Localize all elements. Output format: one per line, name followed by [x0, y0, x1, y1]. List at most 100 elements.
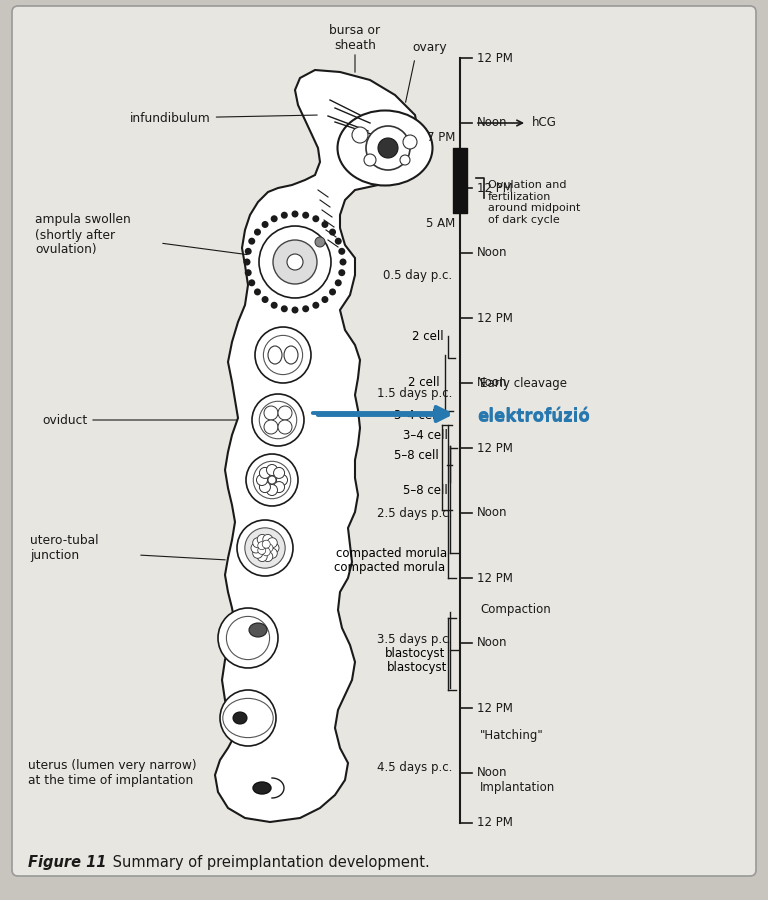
Circle shape: [329, 288, 336, 295]
Circle shape: [292, 211, 299, 218]
Circle shape: [364, 154, 376, 166]
Circle shape: [260, 401, 296, 438]
Text: Early cleavage: Early cleavage: [480, 376, 567, 390]
Circle shape: [257, 552, 267, 562]
Ellipse shape: [284, 346, 298, 364]
Text: Noon: Noon: [477, 247, 508, 259]
Circle shape: [273, 467, 285, 479]
Circle shape: [257, 535, 267, 544]
Circle shape: [245, 527, 285, 568]
Circle shape: [292, 307, 299, 313]
Circle shape: [267, 548, 277, 558]
Text: Noon: Noon: [477, 767, 508, 779]
Text: Noon: Noon: [477, 116, 508, 130]
Circle shape: [281, 212, 288, 219]
Circle shape: [278, 420, 292, 434]
Circle shape: [287, 254, 303, 270]
Text: 12 PM: 12 PM: [477, 51, 513, 65]
Text: 5 AM: 5 AM: [425, 217, 455, 230]
Circle shape: [335, 238, 342, 245]
Circle shape: [366, 126, 410, 170]
Circle shape: [218, 608, 278, 668]
Circle shape: [266, 484, 277, 496]
Circle shape: [253, 462, 291, 499]
Circle shape: [258, 542, 266, 550]
Text: Summary of preimplantation development.: Summary of preimplantation development.: [108, 854, 430, 869]
Text: Implantation: Implantation: [480, 781, 555, 795]
Text: bursa or
sheath: bursa or sheath: [329, 24, 381, 52]
Circle shape: [220, 690, 276, 746]
Circle shape: [302, 305, 310, 312]
Text: compacted morula: compacted morula: [336, 546, 447, 560]
Circle shape: [352, 127, 368, 143]
Circle shape: [253, 548, 263, 558]
Circle shape: [254, 288, 261, 295]
Circle shape: [245, 269, 252, 276]
Circle shape: [245, 248, 252, 255]
Text: blastocyst: blastocyst: [386, 662, 447, 674]
Text: 12 PM: 12 PM: [477, 442, 513, 454]
Text: ampula swollen
(shortly after
ovulation): ampula swollen (shortly after ovulation): [35, 213, 131, 256]
Circle shape: [335, 279, 342, 286]
Text: Compaction: Compaction: [480, 604, 551, 617]
Circle shape: [278, 406, 292, 420]
Circle shape: [338, 269, 346, 276]
Text: Figure 11: Figure 11: [28, 854, 107, 869]
Circle shape: [338, 248, 346, 255]
Circle shape: [253, 537, 263, 548]
Circle shape: [262, 548, 270, 556]
Circle shape: [257, 474, 267, 485]
Text: 3–4 cell: 3–4 cell: [394, 409, 439, 422]
Circle shape: [260, 482, 270, 492]
Circle shape: [262, 221, 269, 228]
Text: infundibulum: infundibulum: [130, 112, 317, 124]
Circle shape: [273, 482, 285, 492]
Ellipse shape: [223, 698, 273, 738]
Text: blastocyst: blastocyst: [385, 647, 445, 661]
Circle shape: [267, 537, 277, 548]
Circle shape: [259, 226, 331, 298]
Circle shape: [227, 616, 270, 660]
Text: elektrofúzió: elektrofúzió: [477, 407, 590, 425]
Text: 12 PM: 12 PM: [477, 572, 513, 584]
Circle shape: [243, 258, 250, 265]
Circle shape: [315, 237, 325, 247]
Circle shape: [281, 305, 288, 312]
Circle shape: [400, 155, 410, 165]
Text: compacted morula: compacted morula: [334, 562, 445, 574]
Circle shape: [260, 467, 270, 479]
Circle shape: [313, 215, 319, 222]
Ellipse shape: [337, 111, 432, 185]
Circle shape: [251, 543, 261, 553]
Circle shape: [258, 546, 266, 554]
Circle shape: [276, 474, 287, 485]
Text: 1.5 days p.c.: 1.5 days p.c.: [376, 386, 452, 400]
Text: 5–8 cell: 5–8 cell: [394, 449, 439, 462]
Circle shape: [262, 296, 269, 303]
Circle shape: [273, 240, 317, 284]
Text: Noon: Noon: [477, 636, 508, 650]
Circle shape: [248, 279, 255, 286]
Ellipse shape: [268, 346, 282, 364]
Circle shape: [263, 552, 273, 562]
Text: 5–8 cell: 5–8 cell: [403, 484, 448, 497]
Text: 7 PM: 7 PM: [427, 131, 455, 144]
Text: 12 PM: 12 PM: [477, 701, 513, 715]
Text: 12 PM: 12 PM: [477, 182, 513, 194]
Circle shape: [265, 544, 273, 552]
Text: 12 PM: 12 PM: [477, 816, 513, 830]
Circle shape: [302, 212, 310, 219]
Text: uterus (lumen very narrow)
at the time of implantation: uterus (lumen very narrow) at the time o…: [28, 759, 197, 787]
Text: 12 PM: 12 PM: [477, 311, 513, 325]
Text: 2 cell: 2 cell: [409, 376, 440, 390]
Circle shape: [264, 420, 278, 434]
Text: 4.5 days p.c.: 4.5 days p.c.: [376, 761, 452, 775]
Circle shape: [262, 540, 270, 548]
Circle shape: [269, 543, 279, 553]
Text: oviduct: oviduct: [42, 413, 237, 427]
Circle shape: [263, 535, 273, 544]
Polygon shape: [215, 70, 420, 822]
FancyBboxPatch shape: [12, 6, 756, 876]
Ellipse shape: [233, 712, 247, 724]
Ellipse shape: [253, 782, 271, 794]
